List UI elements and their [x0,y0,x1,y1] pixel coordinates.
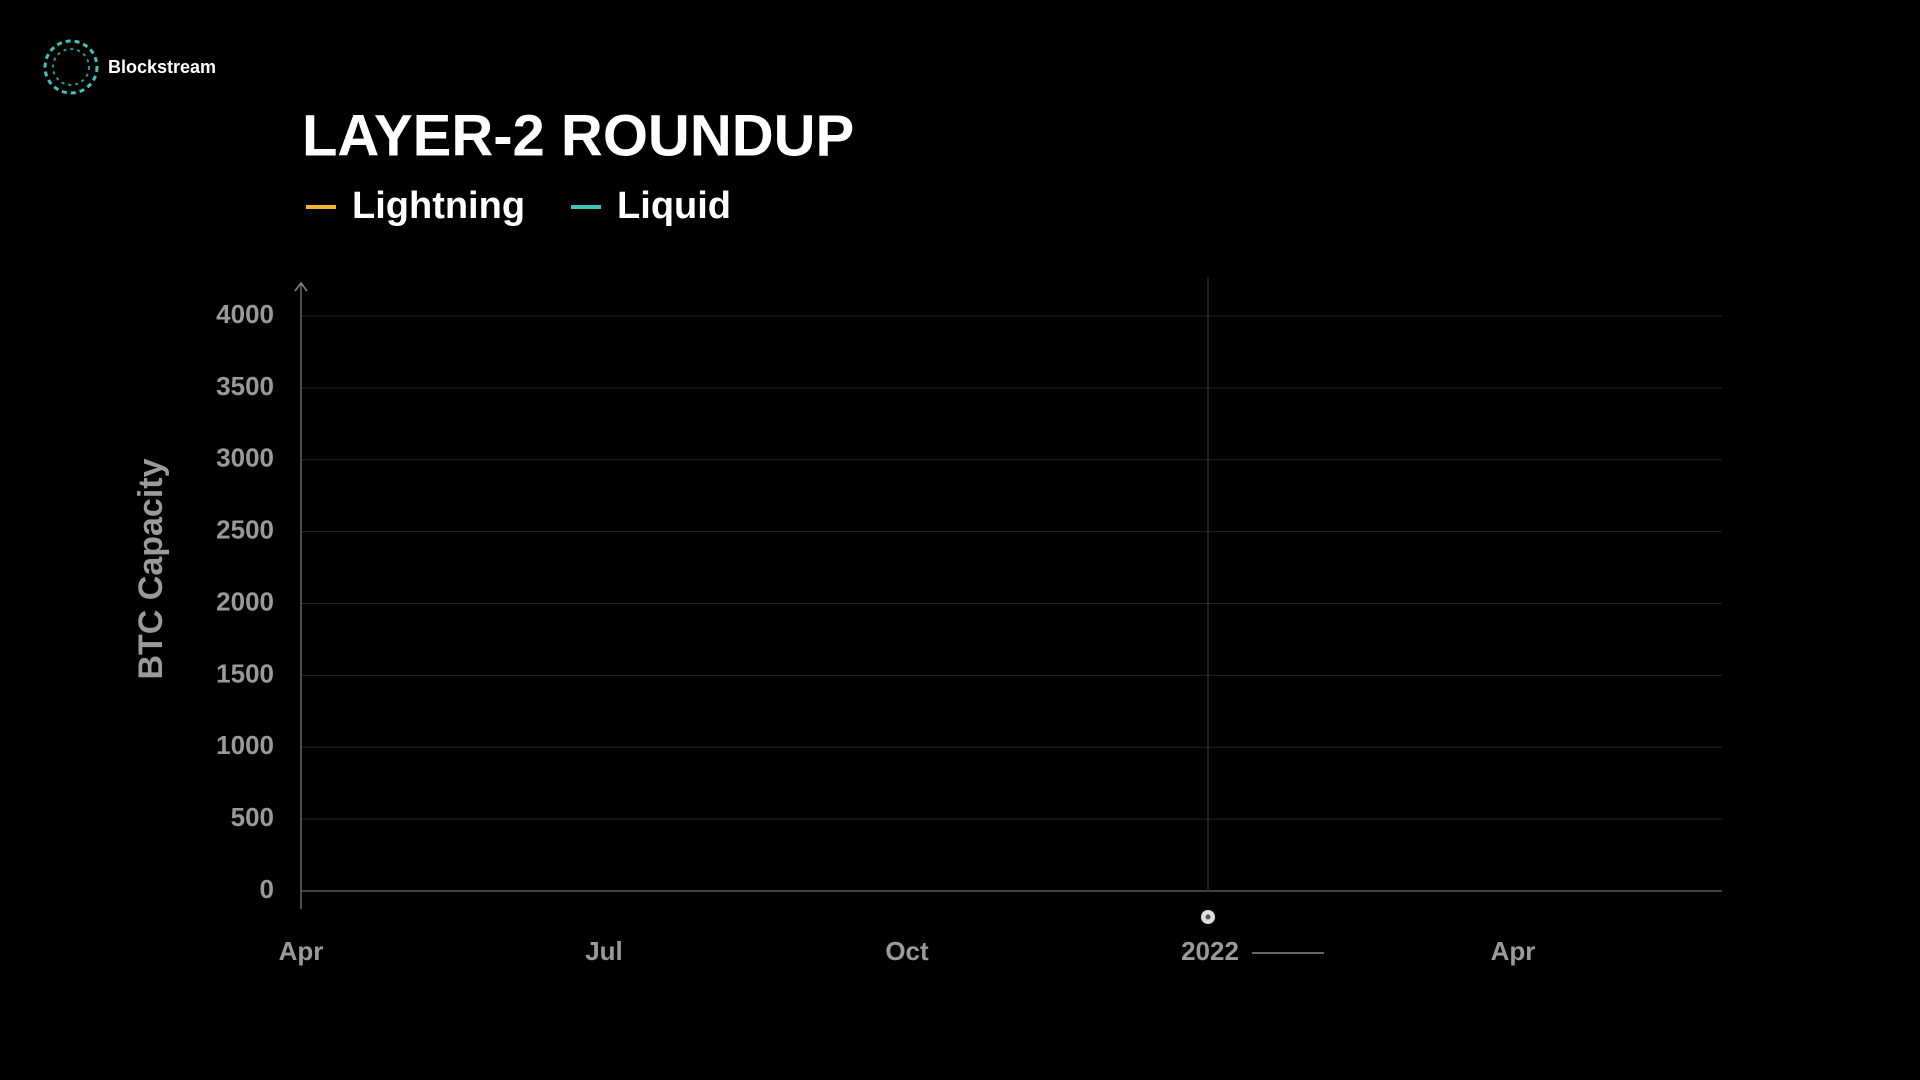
x-tick-label: 2022 [1181,936,1239,966]
y-tick-label: 2500 [216,515,274,545]
y-tick-label: 500 [231,802,274,832]
y-tick-label: 2000 [216,586,274,616]
y-tick-label: 1500 [216,658,274,688]
x-tick-label: Jul [585,936,623,966]
y-tick-label: 1000 [216,730,274,760]
y-tick-label: 3500 [216,371,274,401]
y-axis-title: BTC Capacity [132,458,170,679]
y-tick-label: 3000 [216,443,274,473]
x-tick-label: Apr [279,936,324,966]
y-tick-label: 4000 [216,299,274,329]
x-tick-label: Apr [1491,936,1536,966]
logo-ring [43,39,99,95]
legend-label: Liquid [617,185,731,227]
legend-label: Lightning [352,185,525,227]
logo-ring-inner [52,48,90,86]
x-tick-label: Oct [885,936,929,966]
y-axis-arrow [294,281,308,292]
brand: Blockstream [108,57,216,77]
logo: Blockstream [43,39,216,95]
chart-title: LAYER-2 ROUNDUP [302,103,854,168]
year-marker-dot-center [1205,914,1211,920]
y-tick-label: 0 [260,874,274,904]
